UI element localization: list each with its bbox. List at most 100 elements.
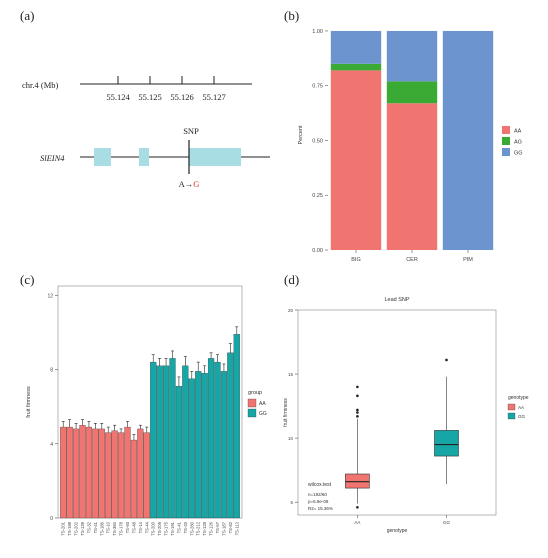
- c-bar-26: [227, 352, 234, 519]
- c-xtick-label-5: TS-41: [93, 521, 98, 533]
- c-ytick-label-3: 12: [47, 293, 53, 299]
- b-legend-key-gg: [502, 148, 510, 156]
- stacked-bar-chart-b: 0.00 0.25 0.50 0.75 1.00 Percent BIG CER PIM AA AG…: [298, 29, 523, 263]
- c-xtick-label-22: TS-128: [202, 521, 207, 535]
- panel-d-label: (d): [284, 272, 300, 287]
- c-xtick-label-18: TS-41: [176, 521, 181, 533]
- c-legend-label-aa: AA: [259, 401, 266, 407]
- b-legend-label-ag: AG: [514, 140, 522, 146]
- exon-2: [139, 148, 149, 166]
- c-xtick-label-2: TS-202: [74, 521, 79, 535]
- chromosome-tick-label-2: 55.125: [138, 92, 161, 102]
- b-legend-key-aa: [502, 126, 510, 134]
- d-ytick-label-0: 5: [290, 500, 293, 505]
- b-bar-big-aa: [330, 70, 382, 250]
- d-box-gg: [434, 430, 459, 457]
- d-outlier-gg-0: [445, 358, 448, 362]
- panel-d: (d) Lead SNP 5 10 15 20 fruit firmness AA GG gen…: [278, 268, 548, 553]
- c-bar-7: [105, 432, 112, 519]
- d-xtick-label-aa: AA: [354, 520, 360, 525]
- c-xtick-label-21: TS-212: [196, 521, 201, 535]
- c-legend-key-gg: [247, 408, 257, 418]
- c-ytick-label-2: 8: [50, 368, 53, 374]
- c-ylabel: fruit firmness: [26, 386, 32, 418]
- d-annotation-r2: R2= 15.36%: [308, 506, 333, 511]
- panel-a: (a) chr.4 (Mb) 55.124 55.125 55.126 55.1…: [0, 0, 277, 260]
- b-xtick-label-0: BIG: [351, 257, 360, 263]
- c-xtick-label-15: TS-209: [157, 521, 162, 535]
- c-bar-13: [143, 432, 150, 519]
- d-annotation-p: p=6.9e-08: [308, 499, 329, 504]
- c-xtick-label-25: TS-187: [221, 521, 226, 535]
- c-ytick-label-1: 4: [50, 442, 53, 448]
- d-outlier-aa-3: [356, 408, 359, 412]
- gene-structure-diagram: chr.4 (Mb) 55.124 55.125 55.126 55.127 S…: [22, 76, 277, 189]
- c-xtick-label-19: TS-33: [183, 521, 188, 533]
- c-bar-6: [98, 428, 105, 519]
- d-xlabel: genotype: [387, 528, 408, 534]
- c-xtick-label-10: TS-93: [125, 521, 130, 533]
- c-xtick-label-13: TS-44: [144, 521, 149, 533]
- c-ytick-label-0: 0: [50, 516, 53, 522]
- c-bar-3: [79, 425, 86, 519]
- d-outlier-aa-1: [356, 415, 359, 418]
- c-xtick-label-4: TS-32: [86, 521, 91, 533]
- c-xtick-label-11: TS-48: [131, 521, 136, 533]
- panel-c: (c) 0 4 8 12 fruit firmness TS-201 TS-198 TS-20…: [0, 268, 278, 553]
- b-bar-cer-aa: [386, 103, 438, 250]
- d-outlier-aa-2: [356, 411, 359, 414]
- c-bar-17: [169, 358, 176, 519]
- d-legend-title: genotype: [508, 395, 529, 401]
- exon-1: [94, 148, 111, 166]
- box-plot-d: Lead SNP 5 10 15 20 fruit firmness AA GG genotyp…: [283, 297, 529, 534]
- c-bar-25: [220, 371, 228, 519]
- c-bar-15: [156, 365, 163, 519]
- c-bar-5: [92, 428, 99, 519]
- allele-change: A→G: [179, 179, 200, 189]
- c-bar-10: [124, 426, 131, 519]
- panel-b-label: (b): [284, 8, 300, 23]
- b-ytick-label-3: 0.75: [312, 84, 323, 90]
- d-xtick-label-gg: GG: [443, 520, 451, 525]
- b-legend-label-aa: AA: [514, 129, 522, 135]
- c-xtick-label-26: TS-82: [228, 521, 233, 533]
- c-bar-12: [137, 428, 144, 519]
- d-annotation-test: wilcox.test: [308, 482, 332, 488]
- c-bar-0: [60, 426, 67, 519]
- d-outlier-aa-5: [356, 385, 359, 389]
- c-xtick-label-12: TS-14: [138, 521, 143, 533]
- chromosome-tick-label-3: 55.126: [170, 92, 193, 102]
- d-ylabel: fruit firmness: [283, 398, 289, 427]
- d-annotation-n: n=192/60: [308, 492, 327, 497]
- d-legend-label-aa: AA: [518, 405, 524, 410]
- c-xtick-label-20: TS-280: [189, 521, 194, 535]
- allele-arrow: →: [185, 179, 194, 189]
- c-xtick-label-6: TS-186: [99, 521, 104, 535]
- b-legend-key-ag: [502, 137, 510, 145]
- d-ytick-label-1: 10: [288, 436, 294, 441]
- c-bar-21: [195, 371, 202, 519]
- c-bar-2: [72, 428, 80, 519]
- b-xtick-label-1: CER: [406, 257, 418, 263]
- c-xtick-label-1: TS-198: [67, 521, 72, 535]
- b-bar-big-gg: [330, 30, 382, 64]
- c-xtick-label-14: TS-200: [151, 521, 156, 535]
- c-bar-11: [130, 439, 138, 519]
- c-bar-8: [111, 430, 118, 519]
- c-bar-23: [207, 358, 215, 519]
- b-ylabel: Percent: [298, 125, 304, 144]
- panel-b: (b) 0.00 0.25 0.50 0.75 1.00 Percent BIG CER PIM…: [278, 0, 548, 265]
- panel-a-label: (a): [20, 8, 35, 23]
- c-bar-20: [188, 378, 195, 519]
- allele-ref: A: [179, 179, 186, 189]
- chromosome-tick-label-4: 55.127: [202, 92, 225, 102]
- b-bar-big-ag: [330, 63, 382, 71]
- c-legend-label-gg: GG: [259, 411, 267, 417]
- b-ytick-label-1: 0.25: [312, 193, 323, 199]
- panel-c-label: (c): [20, 272, 35, 287]
- c-xtick-label-7: TS-10: [106, 521, 111, 533]
- c-xtick-label-9: TS-178: [119, 521, 124, 535]
- c-bar-16: [162, 365, 170, 519]
- c-xtick-label-0: TS-201: [61, 521, 66, 535]
- d-legend-key-gg: [507, 412, 516, 420]
